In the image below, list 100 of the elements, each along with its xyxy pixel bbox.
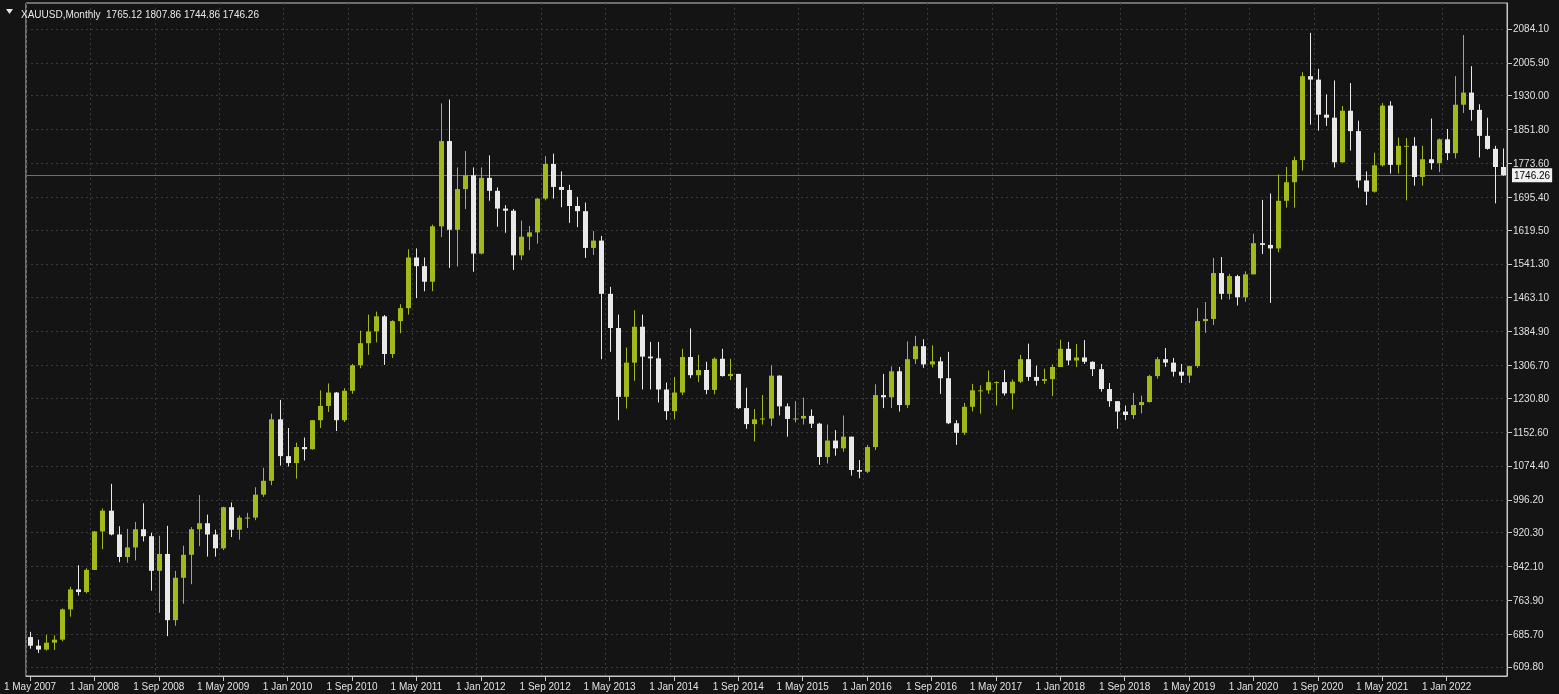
- candlestick: [1131, 392, 1136, 420]
- y-tick-label: 842.10: [1513, 560, 1545, 572]
- x-tick-label: 1 May 2009: [197, 680, 250, 692]
- candlestick: [318, 389, 323, 429]
- candlestick: [294, 442, 299, 480]
- candlestick: [938, 356, 943, 395]
- candlestick: [881, 373, 886, 409]
- candlestick: [1082, 339, 1087, 365]
- candlestick: [1485, 117, 1490, 151]
- candlestick: [704, 361, 709, 395]
- y-tick-label: 1306.70: [1513, 359, 1550, 371]
- candlestick: [1396, 137, 1401, 175]
- candlestick: [1171, 357, 1176, 377]
- candlestick: [1018, 354, 1023, 384]
- x-tick-label: 1 May 2007: [3, 680, 57, 692]
- x-tick-label: 1 Sep 2018: [1099, 680, 1151, 692]
- candlestick: [744, 387, 749, 430]
- text: XAUUSD,Monthly 1765.12 1807.86 1744.86 1746.26: [21, 8, 260, 20]
- candlestick: [414, 247, 419, 299]
- candlestick: [229, 501, 234, 538]
- y-tick-label: 2084.10: [1513, 23, 1550, 35]
- y-tick-label: 1619.50: [1513, 224, 1550, 236]
- candlestick: [1324, 93, 1329, 127]
- y-tick-label: 1230.80: [1513, 392, 1550, 404]
- candlestick: [728, 358, 733, 381]
- candlestick: [785, 402, 790, 438]
- candlestick: [487, 154, 492, 202]
- candlestick: [1493, 145, 1498, 204]
- candlestick: [141, 502, 146, 542]
- candlestick: [1501, 147, 1506, 177]
- candlestick: [261, 467, 266, 498]
- candlestick: [213, 529, 218, 558]
- y-tick-label: 1074.40: [1513, 460, 1550, 472]
- candlestick: [495, 186, 500, 228]
- candlestick: [1227, 273, 1232, 300]
- candlestick: [422, 256, 427, 292]
- candlestick: [1260, 199, 1265, 255]
- candlestick: [205, 514, 210, 558]
- candlestick: [1292, 156, 1297, 209]
- x-tick-label: 1 Jan 2020: [1228, 680, 1279, 692]
- candlestick: [1163, 347, 1168, 368]
- candlestick: [237, 514, 242, 541]
- x-tick-label: 1 May 2017: [969, 680, 1023, 692]
- candlestick: [825, 424, 830, 464]
- candlestick: [84, 567, 89, 594]
- candlestick: [286, 427, 291, 468]
- candlestick: [245, 512, 250, 529]
- candlestick: [374, 311, 379, 343]
- candlestick: [1074, 343, 1079, 368]
- candlestick: [1203, 301, 1208, 334]
- candlestick: [857, 459, 862, 479]
- candlestick: [1284, 166, 1289, 209]
- candlestick: [567, 184, 572, 224]
- candlestick: [994, 380, 999, 406]
- candlestick: [1429, 118, 1434, 171]
- candlestick: [1050, 363, 1055, 397]
- x-tick-label: 1 May 2011: [390, 680, 443, 692]
- x-tick-label: 1 Jan 2014: [649, 680, 700, 692]
- y-tick-label: 1541.30: [1513, 258, 1550, 270]
- x-tick-label: 1 Sep 2016: [905, 680, 958, 692]
- candlestick: [921, 338, 926, 369]
- candlestick: [1308, 32, 1313, 126]
- candlestick: [1461, 34, 1466, 114]
- candlestick: [1219, 256, 1224, 300]
- candlestick: [326, 382, 331, 413]
- candlestick: [1469, 65, 1474, 122]
- candlestick: [986, 369, 991, 395]
- candlestick: [398, 303, 403, 334]
- y-tick-label: 685.70: [1513, 628, 1545, 640]
- x-tick-label: 1 May 2013: [583, 680, 637, 692]
- candlestick: [253, 486, 258, 521]
- candlestick: [696, 354, 701, 383]
- candlestick: [1420, 145, 1425, 187]
- candlestick: [1034, 365, 1039, 387]
- candlestick: [358, 330, 363, 369]
- y-tick-label: 1152.60: [1513, 426, 1549, 438]
- candlestick: [197, 494, 202, 547]
- x-tick-label: 1 May 2021: [1356, 680, 1409, 692]
- candlestick: [793, 400, 798, 423]
- candlestick: [1066, 341, 1071, 366]
- candlestick: [1099, 363, 1104, 393]
- candlestick: [970, 383, 975, 413]
- x-tick-label: 1 Sep 2014: [712, 680, 765, 692]
- candlestick: [1058, 339, 1063, 368]
- candlestick: [100, 508, 105, 550]
- x-tick-label: 1 May 2019: [1162, 680, 1216, 692]
- candlestick: [133, 521, 138, 561]
- candlestick: [1155, 356, 1160, 380]
- y-tick-label: 1773.60: [1513, 157, 1550, 169]
- candlestick: [930, 344, 935, 368]
- x-tick-label: 1 Jan 2018: [1035, 680, 1086, 692]
- candlestick: [1107, 382, 1112, 408]
- y-tick-label: 996.20: [1513, 494, 1545, 506]
- candlestick: [366, 314, 371, 356]
- y-tick-label: 1463.10: [1513, 292, 1550, 304]
- candlestick: [978, 384, 983, 415]
- candlestick: [664, 382, 669, 421]
- candlestick: [109, 483, 114, 536]
- candlestick: [1002, 369, 1007, 397]
- candlestick: [1437, 137, 1442, 173]
